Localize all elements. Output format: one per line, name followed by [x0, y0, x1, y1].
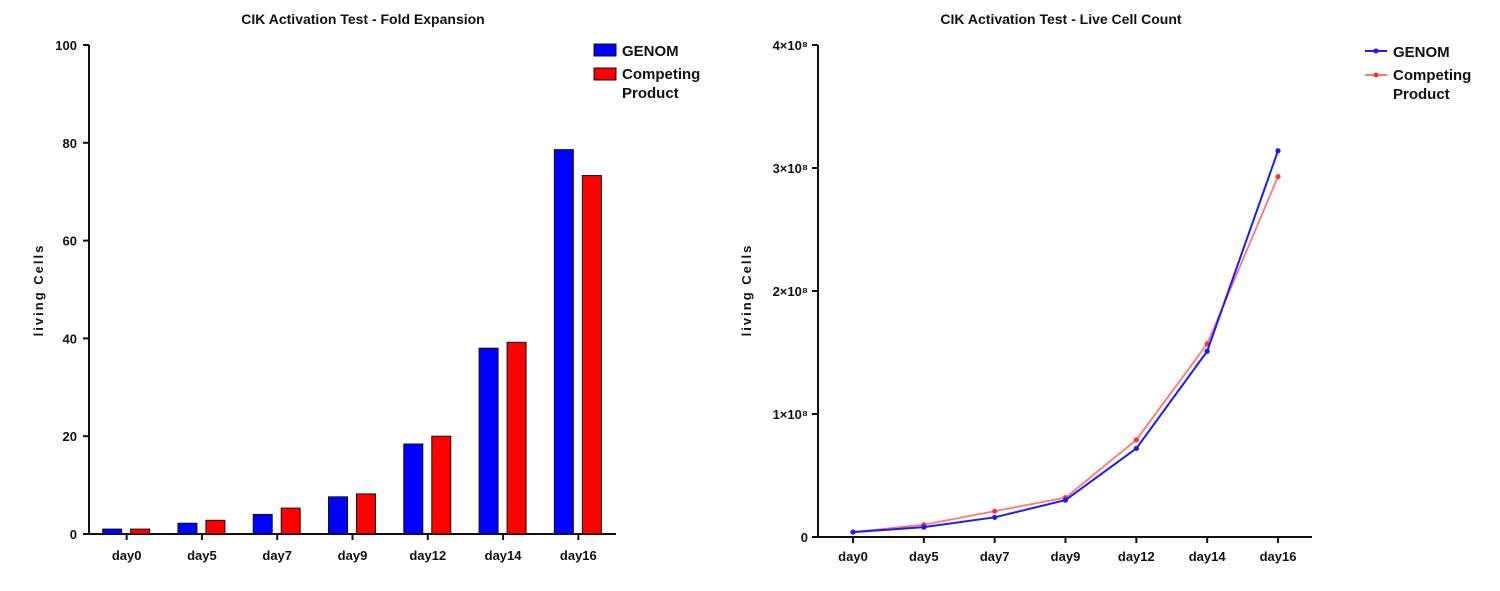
legend-label-competing: Competing Product	[622, 66, 705, 102]
bar-chart-bars	[102, 149, 602, 535]
bar-chart-xtick-label: day16	[560, 548, 597, 563]
bar-chart-title: CIK Activation Test - Fold Expansion	[241, 11, 484, 27]
bar-chart-xtick-label: day5	[187, 548, 217, 563]
bar-chart-ytick-label: 0	[70, 527, 77, 542]
point-genom-day0	[850, 529, 856, 535]
line-chart-xtick-label: day5	[909, 549, 939, 564]
line-chart-xtick-label: day14	[1189, 549, 1227, 564]
bar-genom-day14	[478, 347, 499, 535]
line-chart-series	[850, 148, 1281, 535]
point-genom-day5	[921, 524, 927, 530]
bar-chart-ytick-label: 80	[63, 136, 77, 151]
line-chart-xtick-label: day9	[1051, 549, 1081, 564]
bar-chart-ticks: 0 20 40 60 80 100 day0 day5 day7 day9 day12 day14 da…	[55, 38, 596, 563]
line-chart-xtick-label: day7	[980, 549, 1010, 564]
legend-marker-genom	[1373, 48, 1379, 54]
bar-competing-day12	[431, 435, 452, 535]
point-competing-day16	[1275, 174, 1281, 180]
bar-genom-day9	[328, 496, 348, 535]
line-chart-ytick-label: 0	[801, 530, 808, 545]
legend-label-competing: Competing Product	[1393, 67, 1476, 103]
bar-chart-ytick-label: 40	[63, 331, 77, 346]
point-genom-day12	[1133, 445, 1139, 452]
line-chart-ytick-label: 2×10⁸	[773, 284, 808, 299]
point-genom-day14	[1204, 348, 1210, 354]
line-chart-ylabel: living Cells	[739, 244, 754, 337]
line-chart-ytick-label: 4×10⁸	[773, 38, 808, 53]
line-chart-ticks: 0 1×10⁸ 2×10⁸ 3×10⁸ 4×10⁸ day0 day5 day7 day9 day…	[773, 38, 1297, 564]
line-chart-ytick-label: 3×10⁸	[773, 161, 808, 176]
line-series-competing	[852, 176, 1279, 533]
bar-genom-day7	[252, 513, 273, 535]
bar-genom-day16	[553, 149, 574, 535]
bar-chart-xtick-label: day14	[485, 548, 523, 563]
bar-chart-xtick-label: day0	[112, 548, 142, 563]
legend-label-genom: GENOM	[622, 43, 679, 60]
bar-chart-ytick-label: 20	[63, 429, 77, 444]
bar-competing-day7	[280, 507, 301, 535]
bar-chart-xtick-label: day7	[262, 548, 292, 563]
bar-chart: CIK Activation Test - Fold Expansion liv…	[31, 11, 705, 563]
legend-label-genom: GENOM	[1393, 44, 1450, 61]
legend-marker-competing	[1373, 72, 1379, 78]
point-competing-day7	[992, 508, 998, 514]
legend-swatch-genom	[593, 43, 617, 57]
legend-swatch-competing	[593, 67, 617, 81]
point-competing-day12	[1133, 437, 1139, 443]
point-genom-day9	[1062, 497, 1069, 503]
bar-genom-day0	[102, 528, 123, 535]
bar-chart-ylabel: living Cells	[31, 244, 46, 337]
bar-competing-day0	[130, 528, 151, 535]
bar-chart-ytick-label: 100	[55, 38, 77, 53]
bar-chart-xtick-label: day12	[409, 548, 446, 563]
bar-chart-xtick-label: day9	[338, 548, 368, 563]
bar-genom-day5	[177, 522, 198, 535]
line-chart-title: CIK Activation Test - Live Cell Count	[940, 11, 1181, 27]
line-chart-xtick-label: day16	[1260, 549, 1297, 564]
line-chart-xtick-label: day0	[838, 549, 868, 564]
line-chart: CIK Activation Test - Live Cell Count li…	[739, 11, 1476, 564]
bar-competing-day5	[205, 519, 226, 535]
point-genom-day7	[992, 514, 998, 520]
bar-competing-day14	[506, 341, 527, 535]
point-genom-day16	[1275, 148, 1281, 154]
bar-chart-legend: GENOM Competing Product	[593, 43, 705, 102]
bar-competing-day16	[581, 175, 602, 535]
line-chart-xtick-label: day12	[1118, 549, 1155, 564]
line-series-genom	[852, 150, 1279, 534]
bar-chart-ytick-label: 60	[63, 234, 77, 249]
line-chart-ytick-label: 1×10⁸	[773, 407, 808, 422]
bar-genom-day12	[403, 443, 424, 535]
line-chart-legend: GENOM Competing Product	[1365, 44, 1476, 103]
bar-competing-day9	[356, 493, 376, 535]
